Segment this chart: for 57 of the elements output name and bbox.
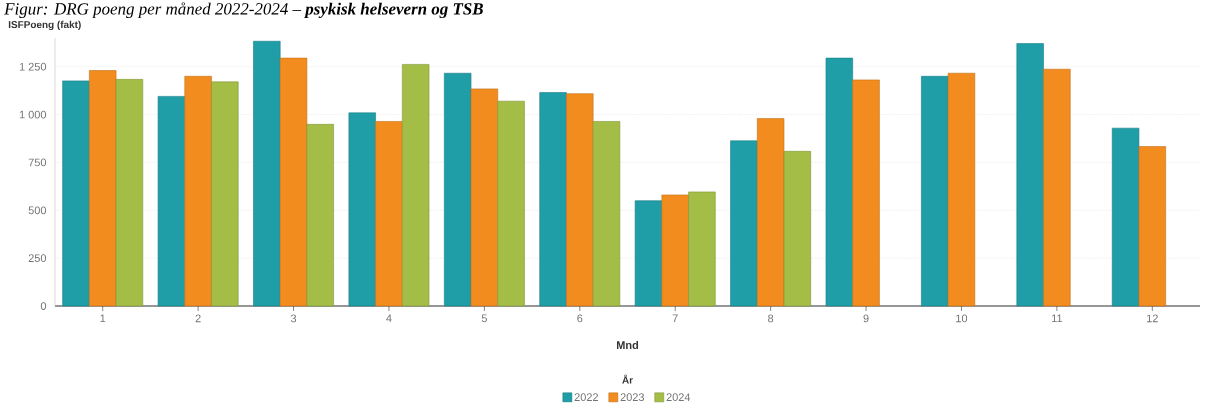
chart-title: Figur: DRG poeng per måned 2022-2024 – psykisk helsevern og TSB [4, 2, 483, 19]
y-tick-label: 500 [28, 206, 47, 215]
bar [852, 79, 880, 307]
bar [947, 72, 976, 307]
x-tick-label: 7 [672, 314, 678, 323]
x-tick-label: 9 [863, 314, 869, 323]
x-tick-label: 3 [290, 314, 297, 323]
x-tick-label: 12 [1147, 314, 1158, 323]
x-tick-label: 5 [481, 314, 487, 323]
y-tick-label: 1 250 [19, 62, 47, 71]
bar [756, 118, 785, 307]
bar [157, 96, 186, 307]
bar [89, 70, 117, 307]
y-axis-title: ISFPoeng (fakt) [8, 20, 81, 31]
bar [115, 79, 144, 307]
bar [279, 57, 308, 307]
bar [306, 124, 334, 307]
bar [1016, 43, 1044, 307]
x-tick-label: 8 [768, 314, 774, 323]
bar [1138, 146, 1166, 307]
bar [566, 93, 594, 307]
bar [375, 121, 403, 307]
bar [661, 194, 689, 307]
x-tick-label: 6 [577, 314, 583, 323]
x-tick-label: 4 [386, 314, 392, 323]
legend-label: 2024 [666, 393, 691, 402]
bar [1043, 68, 1071, 307]
bar [730, 140, 758, 307]
y-tick-label: 0 [40, 302, 47, 310]
bar [497, 100, 525, 307]
x-tick-label: 1 [100, 314, 106, 323]
y-tick-label: 750 [28, 158, 47, 167]
bar [592, 121, 621, 307]
x-axis-title: Mnd [616, 340, 639, 349]
legend-title: År [622, 374, 633, 384]
y-tick-label: 250 [28, 254, 47, 263]
bar [444, 72, 472, 307]
x-tick-label: 2 [195, 314, 201, 323]
bar [470, 88, 499, 307]
bar [253, 40, 281, 307]
bar [1111, 127, 1140, 307]
bar [688, 191, 716, 307]
bar [539, 92, 567, 307]
bar [348, 112, 376, 307]
bar [62, 80, 90, 307]
bar [783, 151, 811, 307]
legend-label: 2023 [620, 393, 644, 402]
bar [402, 64, 430, 307]
bar [184, 75, 212, 307]
bar [634, 200, 663, 307]
legend-label: 2022 [574, 393, 598, 402]
y-tick-label: 1 000 [19, 110, 47, 119]
bar [825, 57, 853, 307]
bar [921, 75, 949, 307]
x-tick-label: 11 [1052, 314, 1063, 323]
bar [211, 81, 239, 307]
x-tick-label: 10 [956, 314, 968, 323]
